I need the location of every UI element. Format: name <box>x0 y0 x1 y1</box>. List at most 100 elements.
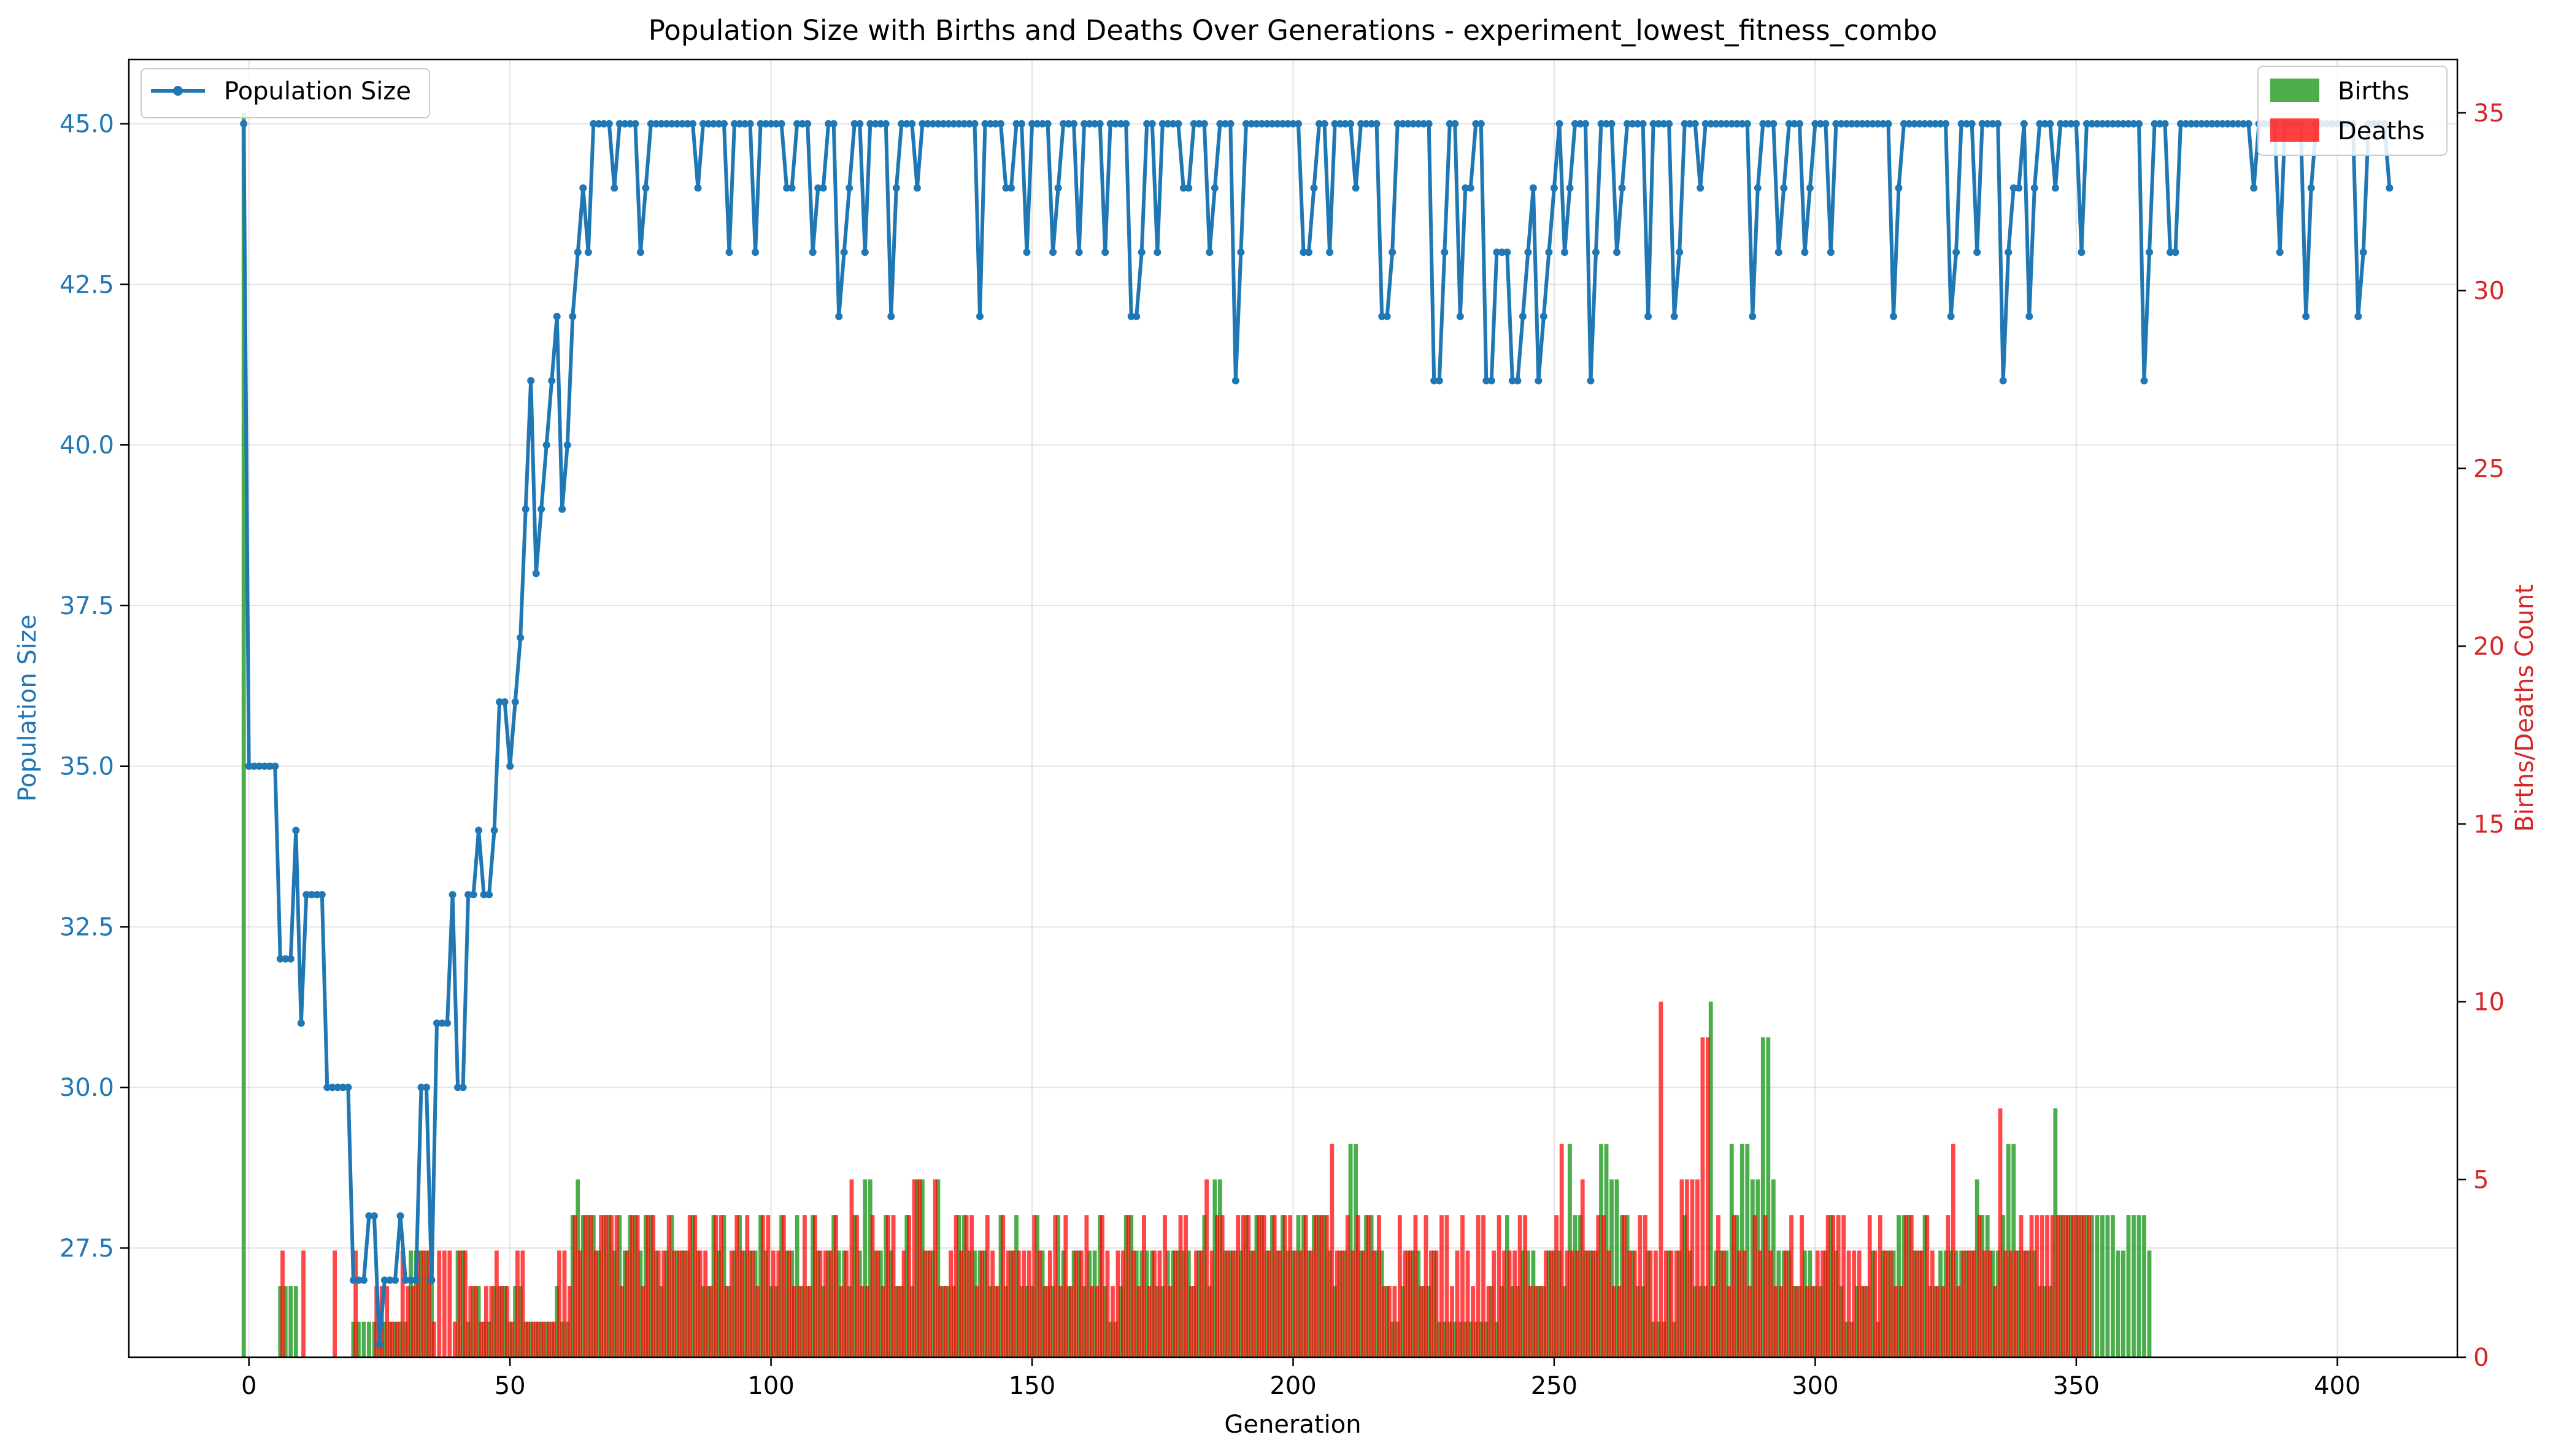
population-point <box>1644 312 1652 320</box>
deaths-bar <box>1711 1286 1716 1357</box>
population-point <box>2171 248 2179 256</box>
births-bar <box>1912 1250 1917 1357</box>
deaths-bar <box>504 1286 509 1357</box>
population-point <box>1044 120 1052 128</box>
population-point <box>605 120 613 128</box>
deaths-bar <box>483 1286 488 1357</box>
deaths-bar <box>463 1250 468 1357</box>
population-point <box>302 891 310 899</box>
births-bar <box>1165 1250 1170 1357</box>
deaths-bar <box>515 1250 520 1357</box>
population-point <box>1952 248 1960 256</box>
deaths-bar <box>1951 1144 1955 1357</box>
births-bar <box>1724 1250 1729 1357</box>
births-bar <box>1406 1250 1411 1357</box>
deaths-bar <box>813 1215 817 1357</box>
births-bar <box>1171 1250 1176 1357</box>
population-point <box>1216 120 1224 128</box>
deaths-bar <box>1585 1250 1590 1357</box>
deaths-bar <box>635 1215 640 1357</box>
births-bar <box>356 1322 361 1357</box>
deaths-bar <box>1846 1250 1851 1357</box>
population-point <box>255 762 263 770</box>
population-point <box>2030 184 2038 192</box>
deaths-bar <box>1940 1286 1945 1357</box>
population-point <box>323 1084 331 1092</box>
population-point <box>715 120 723 128</box>
population-point <box>1331 120 1339 128</box>
deaths-bar <box>1956 1286 1961 1357</box>
births-bar <box>1139 1250 1144 1357</box>
population-point <box>1701 120 1709 128</box>
population-point <box>2167 248 2174 256</box>
births-bar <box>1285 1250 1290 1357</box>
population-line-layer <box>240 120 2394 1349</box>
population-point <box>1081 120 1088 128</box>
births-bar <box>1666 1250 1671 1357</box>
births-bar <box>455 1250 460 1357</box>
deaths-bar <box>870 1215 875 1357</box>
population-point <box>282 955 290 963</box>
population-point <box>1863 120 1871 128</box>
births-bar <box>1818 1286 1823 1357</box>
births-bar <box>1510 1286 1515 1357</box>
population-point <box>1686 120 1694 128</box>
births-bar <box>1050 1286 1055 1357</box>
population-point <box>2082 120 2090 128</box>
births-bar <box>1907 1215 1911 1357</box>
deaths-bar <box>855 1215 859 1357</box>
population-point <box>642 184 650 192</box>
population-point <box>725 248 733 256</box>
deaths-bar <box>912 1179 917 1357</box>
births-bar <box>852 1215 857 1357</box>
population-point <box>297 1019 305 1027</box>
deaths-bar <box>980 1250 985 1357</box>
deaths-bar <box>1016 1250 1021 1357</box>
births-bar <box>1431 1250 1436 1357</box>
population-point <box>438 1019 446 1027</box>
population-point <box>2307 184 2315 192</box>
births-bar <box>1682 1215 1687 1357</box>
births-bar <box>1954 1250 1959 1357</box>
population-point <box>1587 377 1595 385</box>
births-bar <box>1578 1215 1582 1357</box>
population-point <box>699 120 707 128</box>
y-right-tick-label: 30 <box>2473 277 2505 306</box>
population-point <box>1519 312 1527 320</box>
population-point <box>1310 184 1318 192</box>
births-bar <box>1593 1250 1598 1357</box>
population-point <box>365 1212 373 1220</box>
deaths-bar <box>1658 1001 1663 1357</box>
deaths-bar <box>1481 1215 1485 1357</box>
births-bar <box>1849 1322 1854 1357</box>
births-bar <box>878 1250 883 1357</box>
births-bar <box>649 1215 653 1357</box>
deaths-bar <box>1027 1250 1031 1357</box>
population-point <box>579 184 587 192</box>
population-point <box>2051 184 2059 192</box>
deaths-bar <box>557 1250 561 1357</box>
deaths-bar <box>1857 1250 1862 1357</box>
births-bar <box>1385 1286 1390 1357</box>
population-point <box>2005 248 2013 256</box>
deaths-bar <box>1919 1250 1924 1357</box>
deaths-bar <box>1355 1215 1360 1357</box>
deaths-bar <box>1100 1215 1104 1357</box>
deaths-bar <box>1408 1250 1412 1357</box>
births-bar <box>894 1286 899 1357</box>
population-point <box>1425 120 1433 128</box>
population-point <box>407 1276 415 1284</box>
y-right-tick-label: 15 <box>2473 811 2505 839</box>
deaths-bar <box>1319 1215 1324 1357</box>
legend-births-swatch <box>2270 79 2319 102</box>
births-bar <box>1917 1250 1922 1357</box>
deaths-bar <box>1293 1250 1298 1357</box>
population-point <box>1247 120 1255 128</box>
births-bar <box>388 1322 392 1357</box>
deaths-bar <box>572 1215 577 1357</box>
deaths-bar <box>687 1215 692 1357</box>
population-point <box>1947 312 1955 320</box>
y-right-tick-label: 35 <box>2473 99 2505 128</box>
births-bar <box>1557 1250 1562 1357</box>
births-bar <box>288 1286 293 1357</box>
